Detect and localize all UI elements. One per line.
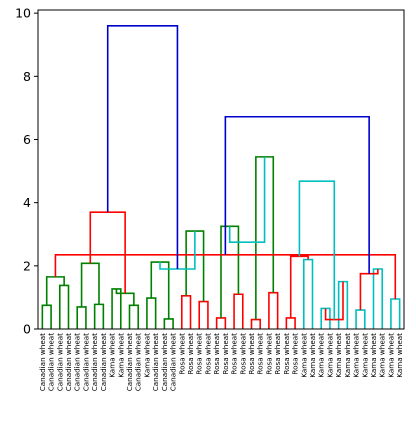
leaf-label: Rosa wheat <box>230 333 239 375</box>
y-axis: 0 2 4 6 8 10 <box>15 6 38 337</box>
leaf-label: Canadian wheat <box>151 333 160 391</box>
leaf-label: Kama wheat <box>334 333 343 378</box>
dendrogram-link <box>355 309 366 329</box>
leaf-label: Canadian wheat <box>47 333 56 391</box>
leaf-label: Canadian wheat <box>64 333 73 391</box>
dendrogram-link <box>268 291 279 329</box>
dendrogram-link <box>250 318 262 329</box>
leaf-label: Kama wheat <box>378 333 387 378</box>
dendrogram-link <box>106 24 179 269</box>
dendrogram-link <box>146 297 157 329</box>
leaf-label: Kama wheat <box>369 333 378 378</box>
leaf-label: Rosa wheat <box>186 333 195 375</box>
y-tick-label: 10 <box>15 6 31 21</box>
dendrogram-link <box>390 298 401 329</box>
leaf-label: Canadian wheat <box>73 333 82 391</box>
dendrogram-link <box>115 288 135 306</box>
dendrogram-link <box>58 284 70 329</box>
y-tick-label: 6 <box>23 132 31 147</box>
leaf-label: Rosa wheat <box>291 333 300 375</box>
leaf-label: Kama wheat <box>386 333 395 378</box>
dendrogram-link <box>215 317 227 329</box>
leaf-label: Kama wheat <box>108 333 117 378</box>
leaf-label: Canadian wheat <box>169 333 178 391</box>
leaf-label: Canadian wheat <box>38 333 47 391</box>
dendrogram-link <box>198 300 209 329</box>
dendrogram-link <box>289 255 309 318</box>
dendrogram-link <box>128 304 140 329</box>
leaf-label: Canadian wheat <box>99 333 108 391</box>
dendrogram-link <box>93 303 105 329</box>
plot-frame <box>37 9 405 330</box>
dendrogram-link <box>80 262 100 307</box>
dendrogram-link <box>180 295 192 329</box>
dendrogram-link <box>54 253 397 299</box>
leaf-label: Rosa wheat <box>247 333 256 375</box>
leaf-label: Kama wheat <box>352 333 361 378</box>
dendrogram-link <box>185 230 205 302</box>
dendrogram-link <box>233 293 244 329</box>
leaf-label: Kama wheat <box>343 333 352 378</box>
leaf-label: Rosa wheat <box>195 333 204 375</box>
leaf-label: Canadian wheat <box>125 333 134 391</box>
leaf-label: Kama wheat <box>325 333 334 378</box>
leaf-label: Rosa wheat <box>273 333 282 375</box>
y-tick-label: 2 <box>23 258 31 273</box>
y-tick-label: 8 <box>23 69 31 84</box>
dendrogram-link <box>255 156 275 320</box>
dendrogram-link <box>111 288 122 329</box>
dendrogram-link <box>150 261 170 319</box>
y-tick-label: 4 <box>23 195 31 210</box>
dendrogram-link <box>41 304 52 329</box>
dendrogram-link <box>76 306 87 329</box>
dendrogram-link <box>359 268 379 311</box>
leaf-label: Canadian wheat <box>55 333 64 391</box>
dendrogram-link <box>302 258 314 329</box>
leaf-label: Kama wheat <box>308 333 317 378</box>
leaf-label: Canadian wheat <box>160 333 169 391</box>
dendrogram-link <box>324 281 344 321</box>
dendrogram-links <box>41 24 401 329</box>
dendrogram-link <box>228 156 266 243</box>
leaf-label: Rosa wheat <box>177 333 186 375</box>
dendrogram-link <box>89 211 126 294</box>
y-tick-label: 0 <box>23 322 31 337</box>
leaf-label: Kama wheat <box>142 333 151 378</box>
leaf-label: Kama wheat <box>116 333 125 378</box>
leaf-label: Canadian wheat <box>90 333 99 391</box>
leaf-label: Canadian wheat <box>81 333 90 391</box>
dendrogram-link <box>45 276 65 306</box>
leaf-label: Kama wheat <box>395 333 404 378</box>
leaf-label: Kama wheat <box>317 333 326 378</box>
dendrogram-link <box>285 317 296 329</box>
leaf-label: Kama wheat <box>299 333 308 378</box>
leaf-label: Rosa wheat <box>256 333 265 375</box>
leaf-label: Canadian wheat <box>134 333 143 391</box>
leaf-label: Rosa wheat <box>238 333 247 375</box>
dendrogram-link <box>224 115 370 274</box>
leaf-labels: Canadian wheat Canadian wheat Canadian whe… <box>38 333 404 391</box>
leaf-label: Rosa wheat <box>203 333 212 375</box>
dendrogram-link <box>163 318 174 329</box>
leaf-label: Rosa wheat <box>212 333 221 375</box>
dendrogram-link <box>220 225 240 318</box>
dendrogram-link <box>298 180 336 320</box>
leaf-label: Rosa wheat <box>264 333 273 375</box>
dendrogram-link <box>372 268 384 329</box>
leaf-label: Rosa wheat <box>282 333 291 375</box>
leaf-label: Rosa wheat <box>221 333 230 375</box>
leaf-label: Kama wheat <box>360 333 369 378</box>
